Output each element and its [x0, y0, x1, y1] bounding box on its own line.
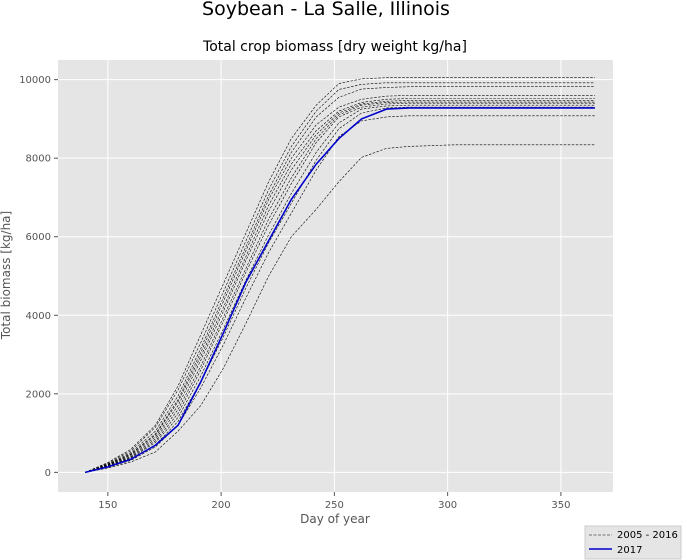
series-line-historical-9	[85, 104, 595, 473]
series-line-historical-8	[85, 102, 595, 473]
series-line-historical-2	[85, 82, 595, 473]
legend-current-label: 2017	[617, 545, 642, 556]
legend-historical-label: 2005 - 2016	[617, 530, 678, 541]
y-tick-label: 10000	[19, 75, 51, 86]
y-tick-label: 4000	[26, 311, 51, 322]
y-tick-label: 8000	[26, 154, 51, 165]
x-tick-label: 300	[438, 500, 457, 511]
series-line-historical-6	[85, 100, 595, 473]
series-line-historical-3	[85, 86, 595, 473]
x-tick-label: 150	[98, 500, 117, 511]
x-tick-label: 350	[551, 500, 570, 511]
x-axis-label: Day of year	[300, 512, 370, 526]
chart-title: Total crop biomass [dry weight kg/ha]	[202, 39, 467, 55]
series-line-current	[84, 107, 595, 474]
series-line-historical-1	[85, 77, 595, 473]
y-tick-label: 2000	[26, 389, 51, 400]
y-axis-label: Total biomass [kg/ha]	[0, 211, 13, 340]
legend: 2005 - 2016 2017	[584, 525, 682, 560]
grid-lines	[58, 60, 613, 492]
series-line-historical-12	[85, 144, 595, 473]
figure-suptitle: Soybean - La Salle, Illinois	[202, 0, 450, 20]
x-tick-label: 250	[325, 500, 344, 511]
x-axis-ticks: 150 200 250 300 350	[98, 492, 570, 511]
x-tick-label: 200	[212, 500, 231, 511]
y-axis-ticks: 0 2000 4000 6000 8000 10000	[19, 75, 58, 479]
series-line-historical-7	[85, 101, 595, 473]
series-line-historical-4	[85, 95, 595, 473]
y-tick-label: 0	[45, 468, 51, 479]
series-lines	[84, 77, 595, 474]
y-tick-label: 6000	[26, 232, 51, 243]
plot-area	[58, 60, 613, 492]
legend-box	[584, 525, 682, 560]
